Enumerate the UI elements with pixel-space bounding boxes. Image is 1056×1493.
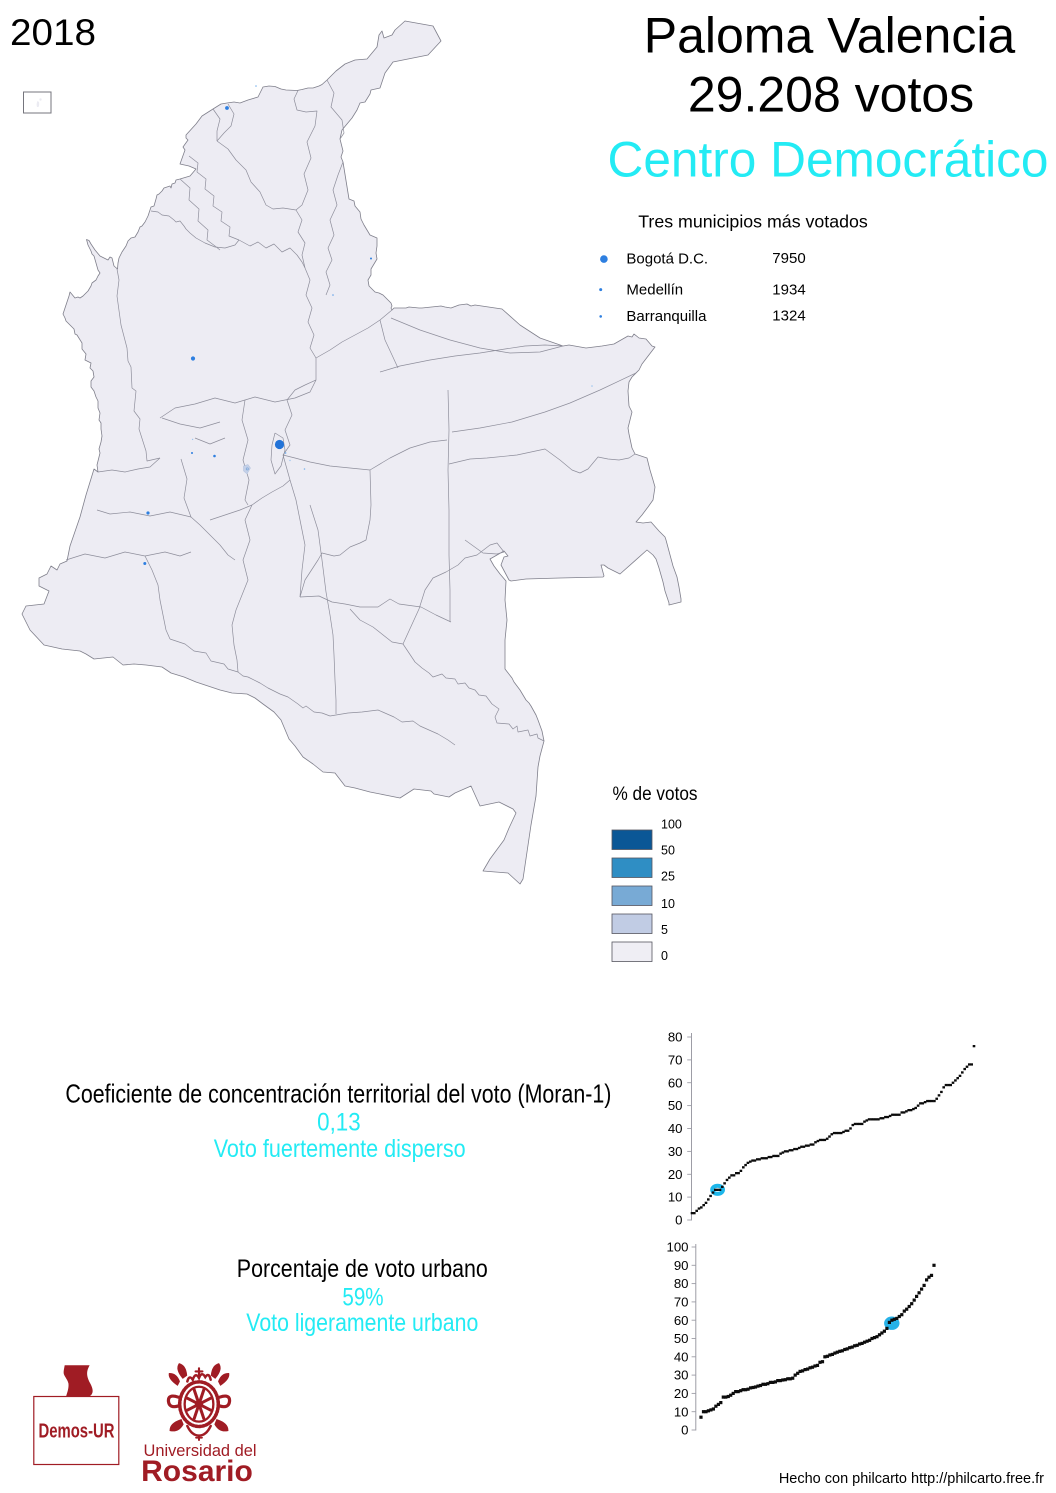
svg-text:80: 80 (674, 1276, 689, 1291)
svg-text:Demos-UR: Demos-UR (39, 1420, 115, 1442)
svg-text:10: 10 (668, 1190, 683, 1205)
svg-text:10: 10 (674, 1404, 689, 1419)
svg-text:70: 70 (668, 1053, 683, 1068)
svg-text:Barranquilla: Barranquilla (626, 308, 707, 325)
svg-text:0: 0 (661, 949, 668, 963)
svg-text:100: 100 (661, 817, 682, 831)
svg-text:Tres municipios más votados: Tres municipios más votados (638, 212, 868, 232)
svg-text:29.208 votos: 29.208 votos (688, 67, 974, 123)
svg-text:20: 20 (674, 1386, 689, 1401)
svg-text:Paloma Valencia: Paloma Valencia (644, 7, 1016, 63)
svg-text:50: 50 (674, 1331, 689, 1346)
svg-text:1324: 1324 (772, 307, 805, 324)
svg-text:10: 10 (661, 897, 675, 911)
svg-text:20: 20 (668, 1167, 683, 1182)
svg-text:0,13: 0,13 (317, 1109, 361, 1137)
svg-text:50: 50 (668, 1098, 683, 1113)
svg-text:Universidad del: Universidad del (144, 1442, 257, 1460)
svg-text:2018: 2018 (10, 12, 96, 53)
svg-text:40: 40 (668, 1121, 683, 1136)
svg-text:7950: 7950 (772, 250, 805, 267)
svg-text:5: 5 (661, 923, 668, 937)
svg-text:Centro Democrático: Centro Democrático (608, 132, 1049, 188)
svg-text:50: 50 (661, 843, 675, 857)
svg-text:% de votos: % de votos (613, 784, 698, 805)
svg-text:40: 40 (674, 1349, 689, 1364)
svg-text:60: 60 (674, 1313, 689, 1328)
svg-text:25: 25 (661, 869, 675, 883)
svg-text:70: 70 (674, 1295, 689, 1310)
svg-text:0: 0 (681, 1423, 688, 1438)
svg-text:30: 30 (668, 1144, 683, 1159)
svg-text:90: 90 (674, 1258, 689, 1273)
svg-text:Voto ligeramente urbano: Voto ligeramente urbano (246, 1309, 478, 1337)
svg-text:100: 100 (666, 1240, 688, 1255)
svg-text:30: 30 (674, 1368, 689, 1383)
svg-text:Medellín: Medellín (626, 281, 683, 298)
svg-text:Hecho con philcarto http://phi: Hecho con philcarto http://philcarto.fre… (779, 1471, 1044, 1487)
svg-text:Bogotá D.C.: Bogotá D.C. (626, 250, 708, 267)
svg-text:59%: 59% (342, 1283, 383, 1311)
svg-text:Rosario: Rosario (141, 1455, 253, 1488)
svg-text:0: 0 (675, 1213, 682, 1228)
svg-text:Coeficiente de concentración t: Coeficiente de concentración territorial… (65, 1079, 611, 1109)
svg-text:60: 60 (668, 1075, 683, 1090)
svg-text:1934: 1934 (772, 281, 805, 298)
svg-text:Porcentaje de voto urbano: Porcentaje de voto urbano (237, 1255, 488, 1283)
svg-text:80: 80 (668, 1030, 683, 1045)
svg-text:Voto fuertemente disperso: Voto fuertemente disperso (214, 1135, 466, 1163)
